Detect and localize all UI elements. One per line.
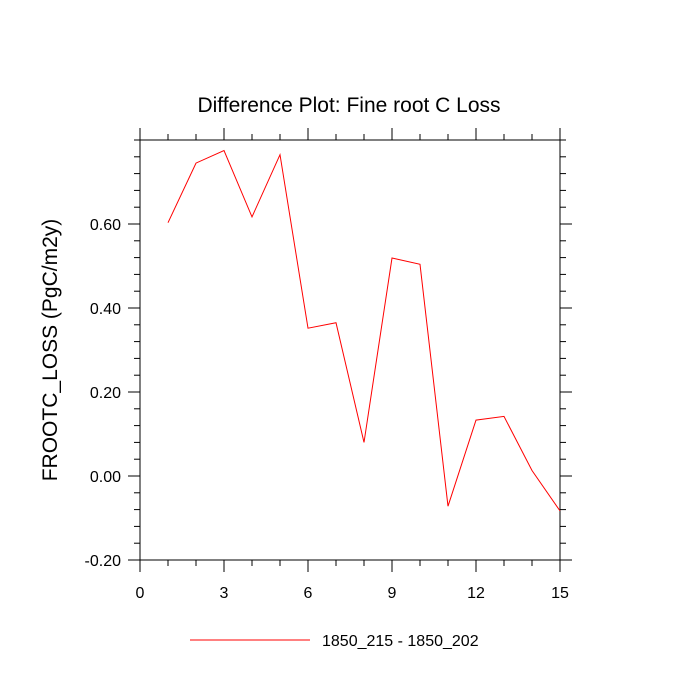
x-tick-label: 3 [220, 585, 229, 602]
legend: 1850_215 - 1850_202 [190, 633, 479, 650]
y-tick-label: -0.20 [85, 553, 122, 570]
major-ticks [128, 128, 572, 572]
x-tick-label: 6 [304, 585, 313, 602]
y-axis-label: FROOTC_LOSS (PgC/m2y) [39, 219, 62, 482]
y-tick-labels: -0.20 0.00 0.20 0.40 0.60 [85, 217, 122, 570]
y-tick-label: 0.60 [90, 217, 121, 234]
y-tick-label: 0.20 [90, 385, 121, 402]
series-line-0 [167, 149, 561, 512]
chart-title: Difference Plot: Fine root C Loss [197, 94, 500, 117]
x-tick-label: 12 [467, 585, 485, 602]
y-tick-label: 0.40 [90, 301, 121, 318]
series-layer [167, 149, 561, 512]
x-tick-label: 0 [136, 585, 145, 602]
minor-ticks [134, 134, 566, 566]
y-tick-label: 0.00 [90, 469, 121, 486]
x-tick-label: 15 [551, 585, 569, 602]
x-tick-label: 9 [388, 585, 397, 602]
plot-frame [139, 139, 561, 561]
x-tick-labels: 0 3 6 9 12 15 [136, 585, 569, 602]
legend-label: 1850_215 - 1850_202 [322, 633, 479, 650]
